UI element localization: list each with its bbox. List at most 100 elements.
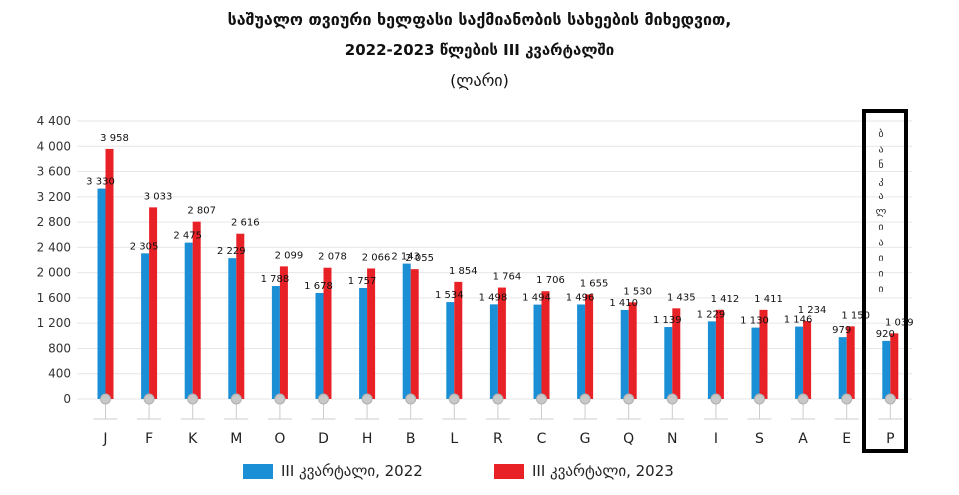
data-label-2022: 2 143 — [391, 252, 420, 263]
data-label-2023: 1 234 — [798, 305, 827, 316]
bar-2022 — [838, 337, 847, 399]
axis-marker — [187, 393, 199, 405]
data-label-2023: 1 411 — [754, 294, 783, 305]
bar-2022 — [402, 263, 411, 399]
axis-marker — [143, 393, 155, 405]
data-label-2023: 1 764 — [493, 272, 522, 283]
y-tick-label: 0 — [63, 392, 71, 406]
bar-2023 — [454, 281, 463, 399]
data-label-2022: 1 496 — [566, 292, 595, 303]
bar-2023 — [367, 268, 376, 399]
bar-2022 — [97, 188, 106, 399]
axis-marker — [405, 393, 417, 405]
data-label-2023: 2 066 — [362, 252, 391, 263]
bar-2022 — [795, 326, 804, 399]
axis-marker — [579, 393, 591, 405]
data-label-2022: 1 410 — [609, 298, 638, 309]
y-tick-label: 4 000 — [37, 139, 71, 153]
bar-2022 — [707, 321, 716, 399]
data-label-2023: 1 150 — [841, 310, 870, 321]
legend-swatch-2022 — [243, 463, 273, 479]
data-label-2023: 2 055 — [405, 253, 434, 264]
x-tick-label: E — [842, 431, 851, 447]
highlight-label-char: კ — [878, 176, 883, 187]
axis-marker — [710, 393, 722, 405]
highlight-label-char: ა — [878, 145, 883, 156]
data-label-2022: 2 229 — [217, 246, 246, 257]
y-tick-label: 2 000 — [37, 266, 71, 280]
bar-2022 — [315, 292, 324, 399]
data-label-2022: 979 — [832, 325, 851, 336]
x-tick-label: I — [714, 431, 718, 447]
highlight-label-char: ა — [878, 191, 883, 202]
data-label-2022: 1 494 — [522, 293, 551, 304]
x-tick-label: C — [537, 431, 547, 447]
data-label-2022: 2 475 — [173, 231, 202, 242]
x-tick-label: G — [580, 431, 591, 447]
bar-2022 — [664, 327, 673, 399]
chart-title: საშუალო თვიური ხელფასი საქმიანობის სახეე… — [227, 10, 732, 29]
axis-marker — [100, 393, 111, 405]
data-label-2023: 1 655 — [580, 278, 609, 289]
axis-marker — [361, 393, 373, 405]
axis-marker — [884, 393, 896, 405]
data-label-2023: 1 412 — [711, 294, 740, 305]
axis-marker — [536, 393, 547, 405]
data-label-2023: 1 854 — [449, 266, 478, 277]
x-tick-label: H — [362, 431, 373, 447]
bar-2023 — [105, 148, 114, 399]
bar-2022 — [533, 304, 542, 399]
highlight-label-char: ი — [878, 253, 883, 264]
data-label-2023: 1 435 — [667, 292, 696, 303]
data-label-2023: 2 099 — [275, 250, 304, 261]
bar-2023 — [846, 326, 855, 399]
highlight-label-char: ბ — [878, 128, 883, 140]
legend-label-2023: III კვარტალი, 2023 — [532, 462, 674, 480]
highlight-label-char: ი — [878, 269, 883, 280]
bar-2022 — [620, 309, 629, 399]
data-label-2022: 1 130 — [740, 316, 769, 327]
data-label-2023: 3 033 — [144, 191, 173, 202]
bar-2022 — [489, 304, 498, 399]
axis-marker — [754, 393, 765, 405]
legend-swatch-2023 — [494, 463, 524, 479]
x-tick-label: O — [274, 431, 285, 447]
y-tick-label: 4 400 — [37, 114, 71, 128]
x-tick-label: A — [798, 431, 808, 447]
bar-2023 — [803, 321, 812, 399]
data-label-2022: 1 498 — [479, 292, 508, 303]
x-tick-label: D — [318, 431, 329, 447]
y-tick-label: 2 800 — [37, 215, 71, 229]
axis-marker — [274, 393, 286, 405]
bar-2022 — [882, 340, 891, 399]
x-tick-label: F — [145, 431, 153, 447]
x-tick-label: P — [886, 431, 894, 447]
y-tick-label: 400 — [48, 367, 71, 381]
x-tick-label: S — [755, 431, 764, 447]
legend-item-2023: III კვარტალი, 2023 — [494, 462, 674, 480]
axis-marker — [492, 393, 504, 405]
bar-2023 — [149, 207, 158, 399]
y-tick-label: 3 600 — [37, 165, 71, 179]
x-tick-label: Q — [623, 431, 634, 447]
axis-marker — [230, 393, 242, 405]
data-label-2022: 1 757 — [348, 276, 377, 287]
y-tick-label: 1 600 — [37, 291, 71, 305]
bar-2023 — [541, 291, 550, 399]
x-tick-label: L — [450, 431, 458, 447]
bar-2022 — [228, 258, 237, 399]
chart-unit: (ლარი) — [450, 71, 509, 90]
bar-2022 — [446, 302, 455, 399]
y-tick-label: 2 400 — [37, 240, 71, 254]
data-label-2023: 2 616 — [231, 218, 260, 229]
bar-2023 — [759, 309, 768, 399]
bar-2023 — [192, 221, 201, 399]
legend-item-2022: III კვარტალი, 2022 — [243, 462, 423, 480]
data-label-2023: 1 530 — [623, 286, 652, 297]
highlight-label-char: ნ — [878, 159, 883, 171]
data-label-2023: 2 078 — [318, 252, 347, 263]
data-label-2022: 1 229 — [697, 309, 726, 320]
y-tick-label: 800 — [48, 341, 71, 355]
bar-2023 — [672, 308, 681, 399]
